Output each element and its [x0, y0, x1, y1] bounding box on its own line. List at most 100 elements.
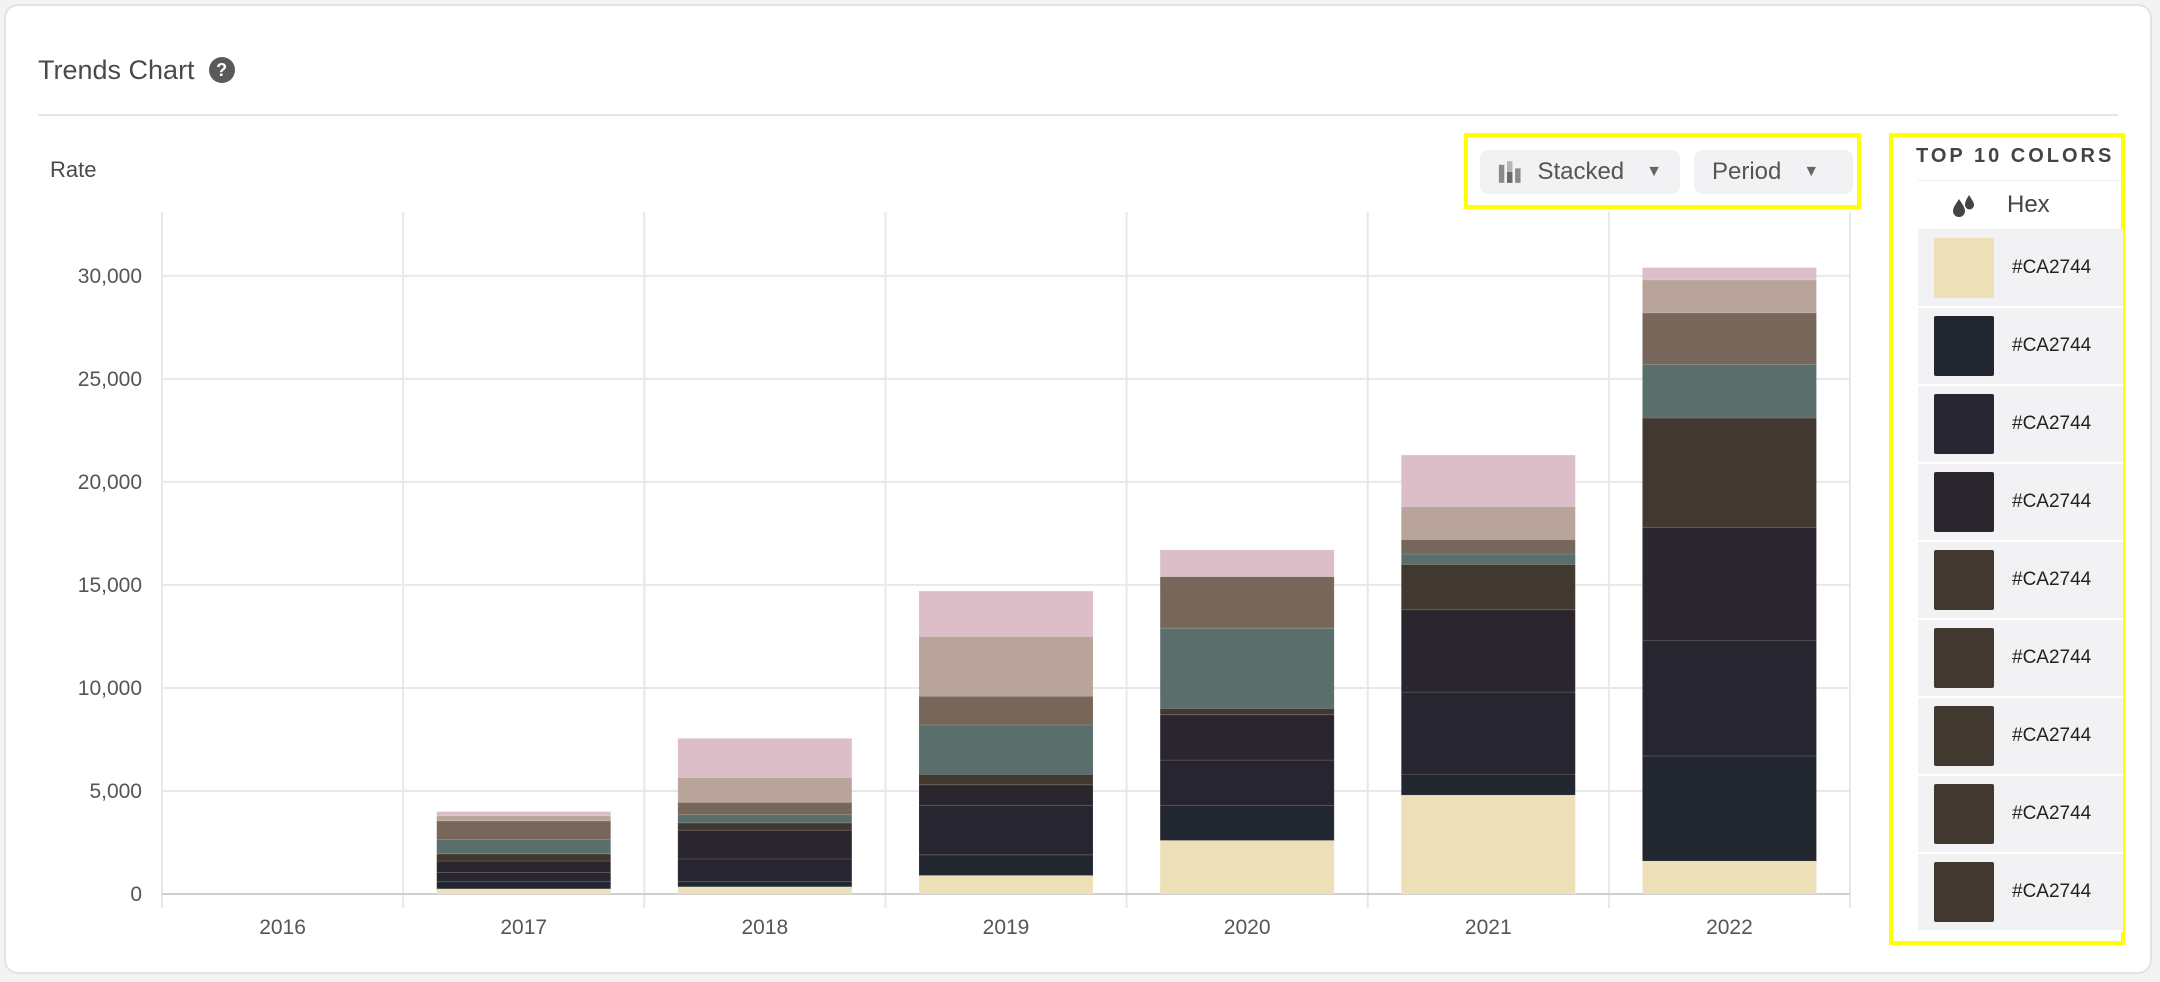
- bar-segment: [1400, 539, 1576, 555]
- bar-segment: [1641, 417, 1817, 528]
- color-row[interactable]: #CA2744: [1918, 386, 2123, 464]
- colors-list: #CA2744 #CA2744 #CA2744 #CA2744 #CA2744 #CA27…: [1918, 230, 2123, 932]
- bar-segment: [436, 838, 612, 855]
- bar-segment: [677, 822, 853, 831]
- hex-value: #CA2744: [2012, 647, 2092, 668]
- y-tick-label: 0: [130, 883, 142, 906]
- card-header: Trends Chart ?: [38, 48, 235, 92]
- x-tick-label: 2017: [500, 916, 547, 939]
- hex-value: #CA2744: [2012, 335, 2092, 356]
- hex-value: #CA2744: [2012, 881, 2092, 902]
- bar-segment: [1641, 279, 1817, 314]
- color-row[interactable]: #CA2744: [1918, 854, 2123, 932]
- hex-value: #CA2744: [2012, 413, 2092, 434]
- color-row[interactable]: #CA2744: [1918, 308, 2123, 386]
- top-colors-panel: TOP 10 COLORS Hex #CA2744 #CA2744 #CA2744 #…: [1889, 133, 2125, 945]
- bar-segment: [1400, 609, 1576, 693]
- bar-segment: [677, 814, 853, 824]
- bar-segment: [677, 886, 853, 895]
- bar-segment: [1641, 312, 1817, 365]
- bar-segment: [1400, 794, 1576, 895]
- bar-segment: [677, 829, 853, 860]
- x-tick-label: 2016: [259, 916, 306, 939]
- color-swatch: [1934, 784, 1994, 844]
- hex-value: #CA2744: [2012, 725, 2092, 746]
- bar-segment: [1159, 576, 1335, 629]
- stacked-bars-icon: [1498, 161, 1521, 183]
- bar-segment: [918, 695, 1094, 726]
- x-tick-label: 2021: [1465, 916, 1512, 939]
- bar-segment: [918, 590, 1094, 637]
- color-row[interactable]: #CA2744: [1918, 620, 2123, 698]
- bar-segment: [1159, 804, 1335, 841]
- caret-down-icon: ▼: [1803, 163, 1820, 180]
- bar-segment: [436, 815, 612, 822]
- caret-down-icon: ▼: [1646, 163, 1662, 180]
- color-row[interactable]: #CA2744: [1918, 542, 2123, 620]
- y-tick-label: 20,000: [78, 471, 142, 494]
- bar-segment: [918, 804, 1094, 856]
- y-tick-label: 30,000: [78, 265, 142, 288]
- bar-segment: [436, 820, 612, 840]
- bar-segment: [918, 773, 1094, 786]
- bar-segment: [1159, 549, 1335, 578]
- y-axis-title: Rate: [50, 157, 97, 182]
- bar-segment: [1159, 627, 1335, 710]
- y-tick-label: 10,000: [78, 677, 142, 700]
- stacked-dropdown[interactable]: Stacked ▼: [1480, 150, 1680, 194]
- bar-segment: [918, 724, 1094, 775]
- bar-segment: [1159, 839, 1335, 895]
- bar-segment: [1641, 363, 1817, 419]
- bar-segment: [436, 871, 612, 883]
- color-row[interactable]: #CA2744: [1918, 776, 2123, 854]
- bar-segment: [918, 635, 1094, 697]
- hex-value: #CA2744: [2012, 803, 2092, 824]
- x-tick-label: 2018: [741, 916, 788, 939]
- stacked-bar-chart: 0 5,000 10,000 15,000 20,000 25,000 30,000 2016…: [78, 212, 1851, 939]
- bar-segment: [1159, 708, 1335, 716]
- bar-segment: [1400, 691, 1576, 775]
- x-tick-label: 2022: [1706, 916, 1753, 939]
- bar-segment: [677, 801, 853, 816]
- hex-column-label: Hex: [2007, 191, 2050, 218]
- bar-segment: [1400, 506, 1576, 541]
- chart-controls-highlight: Stacked ▼ Period ▼: [1464, 133, 1861, 209]
- bar-segment: [436, 888, 612, 895]
- period-dropdown[interactable]: Period ▼: [1694, 150, 1853, 194]
- color-drops-icon: [1953, 195, 1974, 217]
- bar-segment: [1641, 267, 1817, 281]
- hex-value: #CA2744: [2012, 491, 2092, 512]
- question-circle-icon[interactable]: ?: [208, 57, 235, 83]
- bar-segment: [1400, 454, 1576, 508]
- period-label: Period: [1712, 158, 1782, 185]
- bar-segment: [918, 854, 1094, 876]
- color-swatch: [1934, 862, 1994, 922]
- bar-segment: [918, 874, 1094, 895]
- header-divider: [38, 114, 2118, 116]
- x-tick-label: 2020: [1224, 916, 1271, 939]
- card-title: Trends Chart: [38, 54, 195, 85]
- color-swatch: [1934, 472, 1994, 532]
- bar-segment: [436, 860, 612, 873]
- bar-segment: [436, 881, 612, 890]
- color-row[interactable]: #CA2744: [1918, 464, 2123, 542]
- bar-segment: [677, 777, 853, 803]
- bar-segment: [1159, 759, 1335, 806]
- y-tick-label: 25,000: [78, 368, 142, 391]
- hex-value: #CA2744: [2012, 257, 2092, 278]
- bar-segment: [1400, 563, 1576, 611]
- bar-segment: [436, 853, 612, 862]
- color-swatch: [1934, 706, 1994, 766]
- top-colors-title: TOP 10 COLORS: [1916, 145, 2115, 167]
- color-swatch: [1934, 628, 1994, 688]
- bar-segment: [1641, 640, 1817, 757]
- color-swatch: [1934, 238, 1994, 298]
- bar-segment: [677, 737, 853, 779]
- color-row[interactable]: #CA2744: [1918, 698, 2123, 776]
- colors-table-header: Hex: [1918, 180, 2123, 230]
- bar-segment: [677, 881, 853, 888]
- bar-segment: [1641, 860, 1817, 895]
- color-row[interactable]: #CA2744: [1918, 230, 2123, 308]
- y-tick-label: 5,000: [89, 780, 142, 803]
- stacked-label: Stacked: [1537, 158, 1625, 185]
